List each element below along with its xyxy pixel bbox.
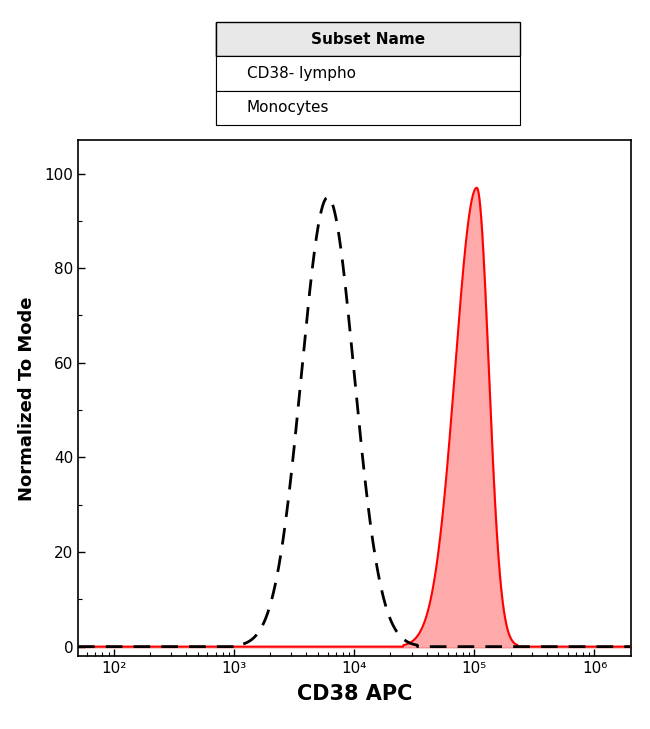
Y-axis label: Normalized To Mode: Normalized To Mode (18, 296, 36, 501)
X-axis label: CD38 APC: CD38 APC (296, 685, 412, 704)
